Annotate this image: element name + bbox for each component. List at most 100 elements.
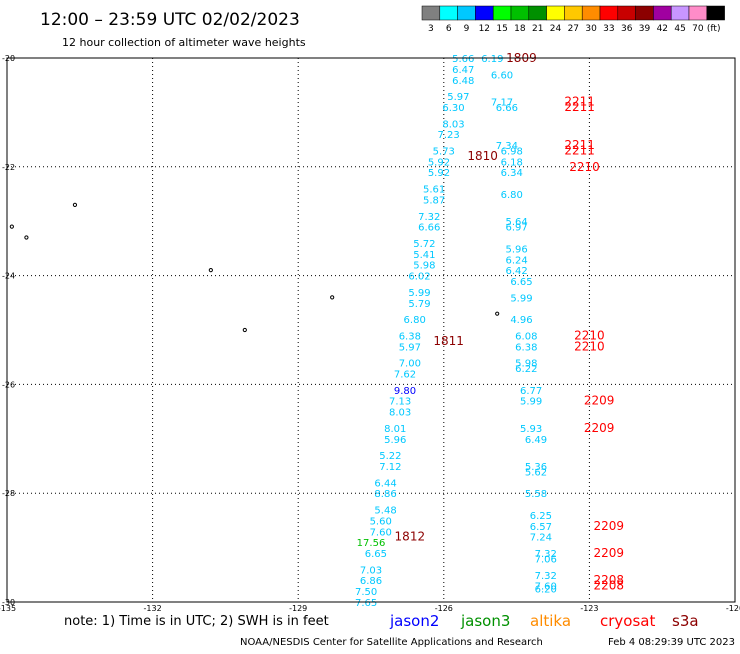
- wave-height-label: 7.00: [399, 359, 421, 370]
- scale-label: 33: [603, 24, 614, 34]
- lon-tick-label: -123: [580, 604, 598, 613]
- wave-height-label: 5.96: [505, 244, 527, 255]
- satellite-legend-jason3: jason3: [460, 612, 510, 630]
- map-title: 12:00 – 23:59 UTC 02/02/2023: [40, 10, 300, 30]
- wave-height-label: 7.50: [355, 587, 377, 598]
- wave-height-label: 5.93: [520, 424, 542, 435]
- track-time-label: 1810: [467, 149, 498, 163]
- satellite-legend-cryosat: cryosat: [600, 612, 655, 630]
- track-time-label: 2209: [584, 394, 615, 408]
- island-marker: [24, 235, 29, 240]
- map-frame: [6, 57, 736, 603]
- scale-label: 9: [464, 24, 470, 34]
- wave-height-label: 6.66: [496, 103, 518, 114]
- wave-height-label: 5.64: [505, 217, 527, 228]
- wave-height-label: 6.98: [501, 146, 523, 157]
- wave-height-label: 6.86: [360, 576, 382, 587]
- scale-label: 6: [446, 24, 452, 34]
- wave-height-label: 7.32: [535, 571, 557, 582]
- wave-height-label: 6.24: [505, 255, 527, 266]
- track-time-label: 2208: [594, 579, 625, 593]
- wave-height-label: 6.65: [365, 549, 387, 560]
- wave-height-label: 5.97: [399, 342, 421, 353]
- scale-label: 45: [674, 24, 685, 34]
- wave-height-label: 5.62: [525, 467, 547, 478]
- scale-swatch: [528, 5, 547, 21]
- island-marker: [72, 202, 78, 207]
- scale-swatch: [421, 5, 441, 21]
- scale-label: 36: [621, 24, 633, 34]
- wave-height-label: 6.34: [501, 168, 523, 179]
- wave-height-label: 5.92: [428, 168, 450, 179]
- track-time-label: 2209: [584, 421, 615, 435]
- wave-height-label: 5.87: [423, 195, 445, 206]
- lon-tick-label: -126: [435, 604, 453, 613]
- color-scale: 3 6 9 12 15 18 21 24 27 30 33 36 39 42 45 70 (ft): [421, 5, 725, 34]
- scale-swatch: [599, 5, 619, 21]
- wave-height-label: 6.18: [501, 157, 523, 168]
- scale-swatch: [706, 5, 725, 21]
- scale-label: 39: [639, 24, 651, 34]
- track-time-label: 2209: [594, 546, 625, 560]
- wave-height-label: 6.08: [515, 331, 537, 342]
- track-time-label: 2210: [574, 328, 605, 342]
- wave-height-label: 6.60: [491, 70, 513, 81]
- wave-height-label: 5.41: [413, 250, 435, 261]
- wave-height-label: 7.62: [394, 370, 416, 381]
- wave-height-label: 7.34: [496, 141, 518, 152]
- wave-height-label: 9.80: [394, 386, 416, 397]
- note-text: note: 1) Time is in UTC; 2) SWH is in fe…: [64, 614, 329, 629]
- lon-tick-label: -132: [144, 604, 162, 613]
- wave-height-label: 5.61: [423, 185, 445, 196]
- wave-height-label: 5.60: [370, 516, 392, 527]
- scale-swatch: [670, 5, 690, 21]
- track-time-label: 2211: [564, 100, 595, 114]
- satellite-legend-jason2: jason2: [389, 612, 439, 630]
- wave-height-label: 6.66: [418, 223, 440, 234]
- wave-height-label: 5.99: [520, 397, 542, 408]
- wave-height-label: 5.48: [374, 506, 396, 517]
- wave-height-label: 4.96: [510, 315, 532, 326]
- wave-height-label: 5.66: [452, 54, 474, 65]
- lat-tick-label: -28: [2, 489, 15, 498]
- wave-height-label: 7.17: [491, 98, 513, 109]
- wave-height-label: 7.13: [389, 397, 411, 408]
- lat-tick-label: -24: [2, 272, 15, 281]
- track-time-label: 1811: [433, 334, 464, 348]
- scale-label: 27: [568, 24, 579, 34]
- island-marker: [242, 327, 247, 333]
- wave-height-label: 5.72: [413, 239, 435, 250]
- map-grid: [7, 58, 735, 602]
- wave-height-label: 7.65: [355, 598, 377, 609]
- satellite-legend: jason2 jason3 altika cryosat s3a: [389, 612, 699, 630]
- scale-label: (ft): [707, 24, 721, 34]
- islands: [9, 202, 500, 333]
- wave-height-label: 6.77: [520, 386, 542, 397]
- wave-height-label: 5.36: [525, 462, 547, 473]
- wave-height-label: 6.80: [501, 190, 523, 201]
- footer-credit: NOAA/NESDIS Center for Satellite Applica…: [240, 637, 543, 648]
- footer-timestamp: Feb 4 08:29:39 UTC 2023: [608, 637, 735, 648]
- wave-height-label: 6.47: [452, 65, 474, 76]
- wave-height-label: 7.24: [530, 533, 552, 544]
- wave-height-label: 8.01: [384, 424, 406, 435]
- island-marker: [495, 311, 500, 316]
- wave-height-label: 6.22: [515, 364, 537, 375]
- wave-height-label: 5.96: [384, 435, 406, 446]
- scale-label: 70: [692, 24, 704, 34]
- wave-height-label: 5.73: [433, 146, 455, 157]
- wave-height-label: 7.23: [438, 130, 460, 141]
- wave-height-label: 6.65: [510, 277, 532, 288]
- wave-height-label: 5.98: [515, 359, 537, 370]
- wave-height-values: 5.66 6.19 6.47 6.60 6.48 5.97 7.17 6.30 6.66 8.03…: [355, 54, 557, 609]
- wave-height-label: 6.48: [452, 76, 474, 87]
- track-time-label: 2210: [574, 339, 605, 353]
- lon-tick-label: -129: [289, 604, 307, 613]
- island-marker: [330, 295, 335, 300]
- scale-label: 21: [532, 24, 543, 34]
- scale-swatch: [617, 5, 636, 21]
- wave-height-label: 7.12: [379, 462, 401, 473]
- wave-height-label: 5.98: [413, 261, 435, 272]
- wave-height-label: 5.79: [408, 299, 430, 310]
